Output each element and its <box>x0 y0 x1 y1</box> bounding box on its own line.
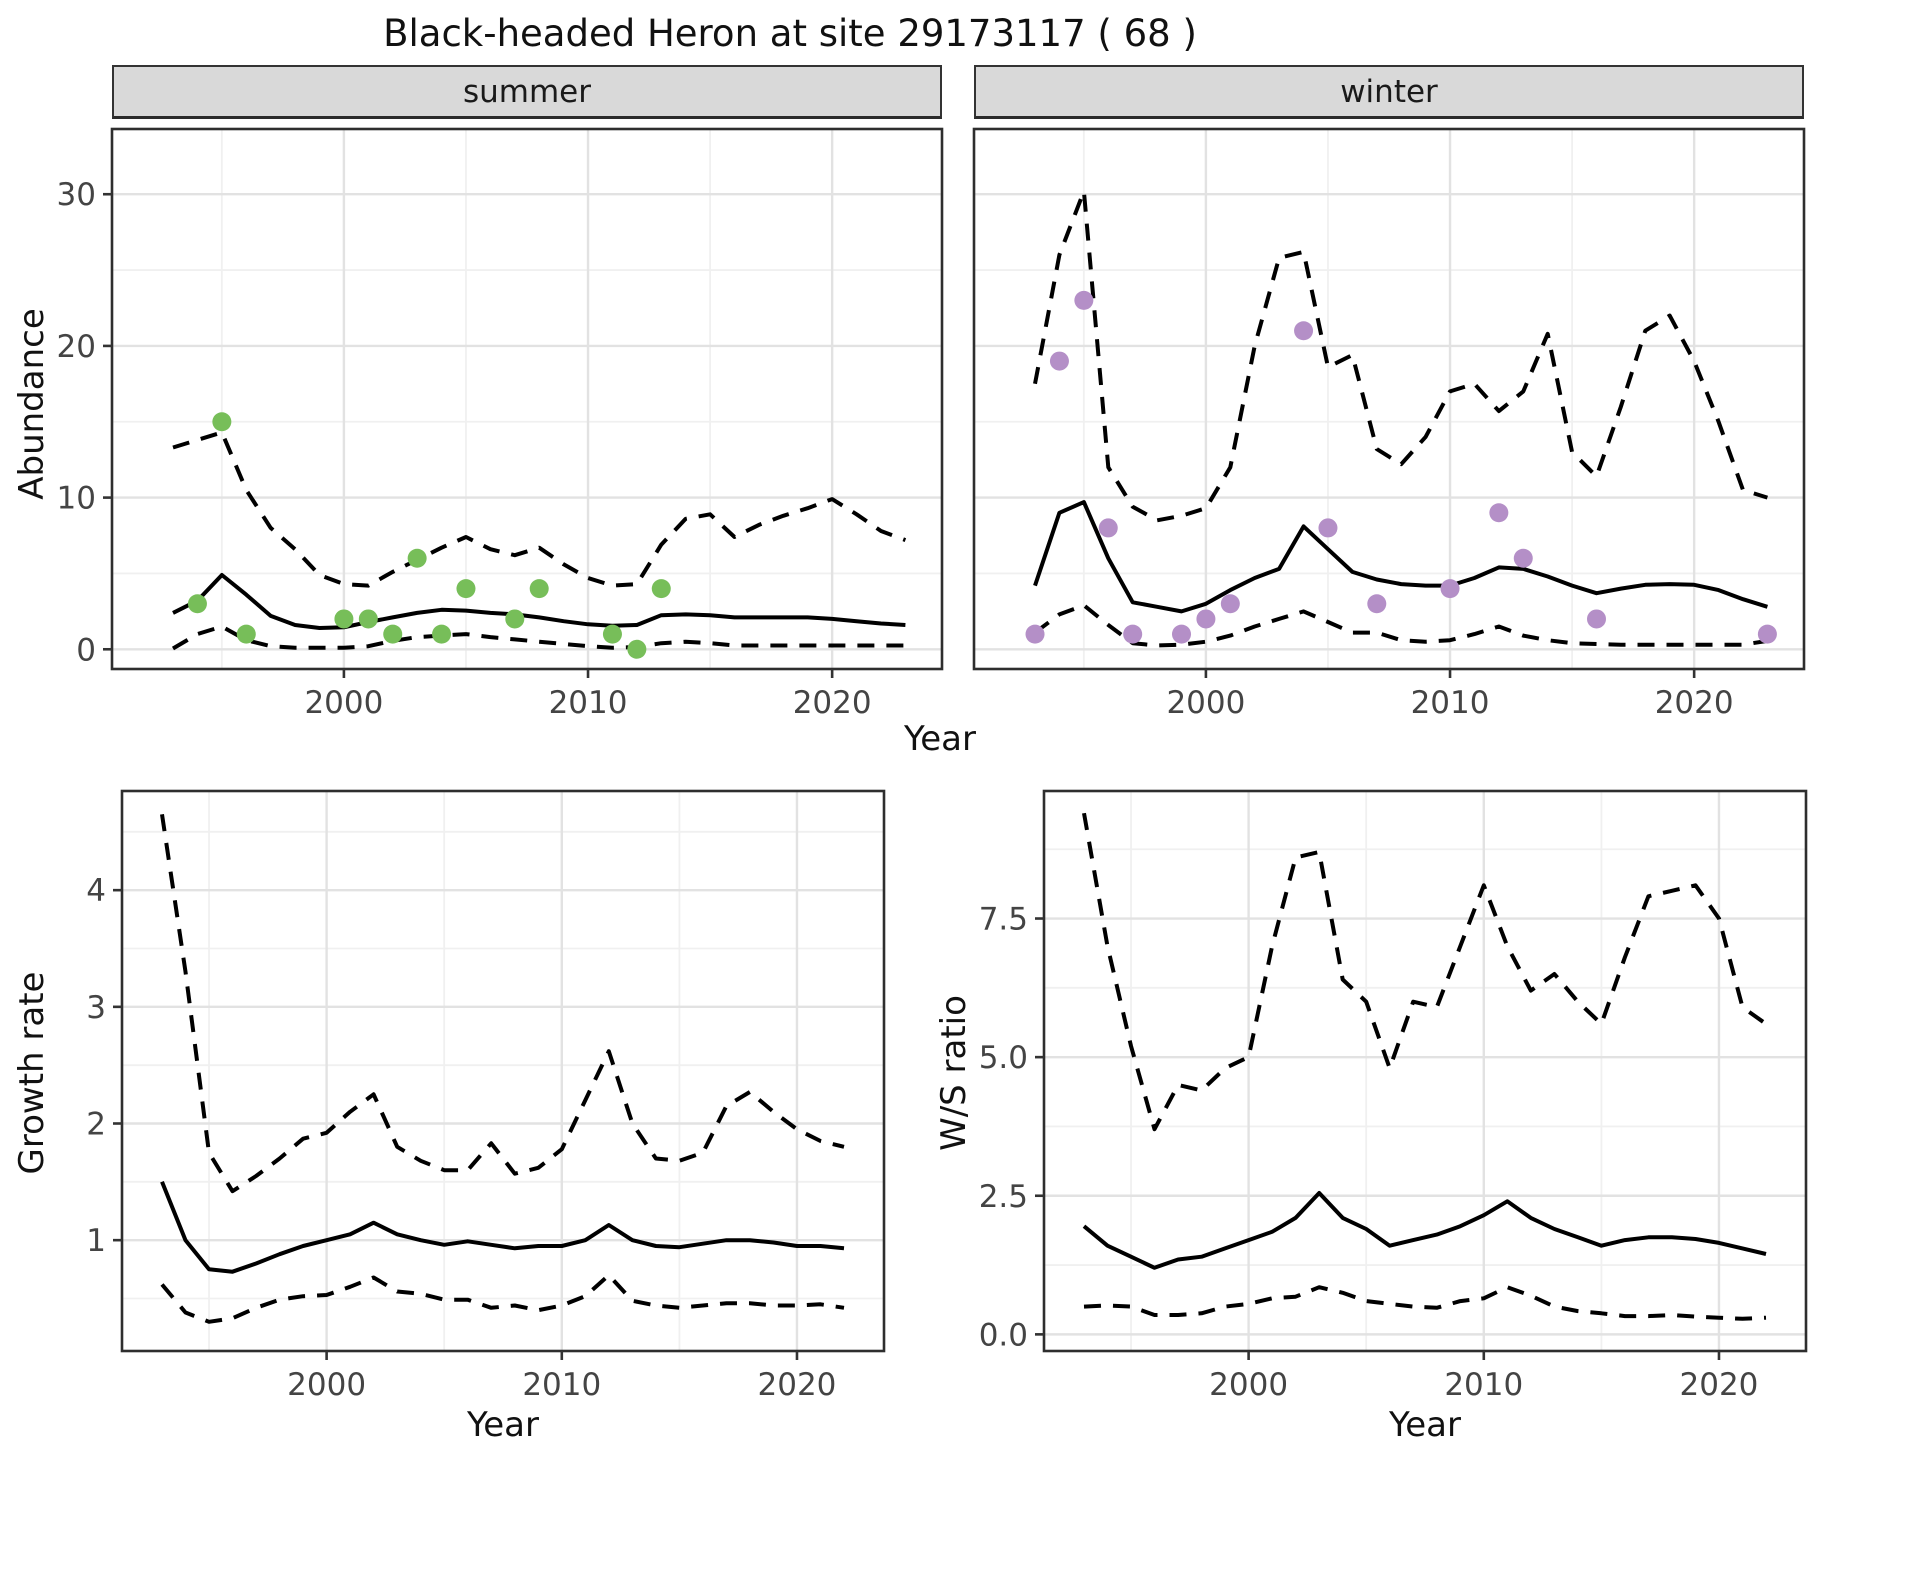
ws-ratio-x-axis-title: Year <box>1389 1405 1461 1445</box>
data-point <box>1513 548 1533 568</box>
ws-ratio-y-axis-title-text: W/S ratio <box>934 995 974 1152</box>
svg-text:0.0: 0.0 <box>979 1317 1028 1353</box>
data-point <box>602 624 622 644</box>
growth-rate-x-axis-title: Year <box>467 1405 539 1445</box>
data-point <box>1757 624 1777 644</box>
data-point <box>1196 609 1216 629</box>
svg-text:7.5: 7.5 <box>979 902 1028 938</box>
data-point <box>1367 594 1387 614</box>
svg-text:2000: 2000 <box>1209 1367 1288 1403</box>
ws-ratio-y-axis-title: W/S ratio <box>930 781 978 1403</box>
data-point <box>1172 624 1191 644</box>
svg-text:2010: 2010 <box>549 685 628 717</box>
svg-text:20: 20 <box>57 329 96 365</box>
growth-rate-figure: Growth rate 2000 2010 2020 1 2 3 4 Year <box>8 781 894 1445</box>
svg-text:2020: 2020 <box>1680 1367 1759 1403</box>
abundance-y-axis-title: Abundance <box>8 65 56 717</box>
svg-text:2000: 2000 <box>1166 685 1245 717</box>
abundance-summer-panel: 2000 2010 2020 0 10 20 30 <box>57 127 944 717</box>
data-point <box>505 609 525 629</box>
svg-text:1: 1 <box>86 1223 106 1259</box>
data-point <box>1098 518 1118 538</box>
data-point <box>334 609 354 629</box>
svg-text:2.5: 2.5 <box>979 1179 1028 1215</box>
abundance-figure: Abundance summer 2000 2010 2020 0 10 20 30 win… <box>8 65 1920 717</box>
data-point <box>1025 624 1045 644</box>
svg-text:2010: 2010 <box>522 1367 601 1403</box>
data-point <box>432 624 452 644</box>
abundance-x-axis-title: Year <box>904 719 976 759</box>
svg-text:0: 0 <box>76 632 96 668</box>
ws-ratio-figure: W/S ratio 2000 2010 2020 0.0 2.5 5.0 7.5 Year <box>930 781 1816 1445</box>
facet-strip-winter: winter <box>974 65 1804 119</box>
svg-text:30: 30 <box>57 177 96 213</box>
svg-text:2020: 2020 <box>1655 685 1734 717</box>
svg-text:2000: 2000 <box>287 1367 366 1403</box>
facet-gap <box>948 65 970 717</box>
data-point <box>383 624 403 644</box>
abundance-winter-facet: winter 2000 2010 2020 <box>970 65 1808 717</box>
abundance-winter-panel: 2000 2010 2020 <box>972 127 1806 717</box>
data-point <box>1220 594 1240 614</box>
data-point <box>1294 321 1314 341</box>
data-point <box>1074 290 1094 310</box>
data-point <box>187 594 207 614</box>
data-point <box>1440 579 1460 599</box>
svg-text:10: 10 <box>57 481 96 517</box>
data-point <box>627 639 647 659</box>
ws-ratio-panel: 2000 2010 2020 0.0 2.5 5.0 7.5 <box>979 789 1808 1403</box>
data-point <box>212 412 232 432</box>
svg-text:3: 3 <box>86 990 106 1026</box>
data-point <box>529 579 549 599</box>
svg-text:4: 4 <box>86 873 106 909</box>
svg-text:2020: 2020 <box>793 685 872 717</box>
abundance-y-axis-title-text: Abundance <box>12 308 52 500</box>
svg-text:2010: 2010 <box>1444 1367 1523 1403</box>
facet-strip-summer: summer <box>112 65 942 119</box>
bottom-gap <box>894 781 930 1445</box>
data-point <box>358 609 378 629</box>
abundance-summer-facet: summer 2000 2010 2020 0 10 20 30 <box>56 65 948 717</box>
data-point <box>236 624 256 644</box>
page-title: Black-headed Heron at site 29173117 ( 68… <box>383 12 1197 55</box>
data-point <box>1049 351 1069 371</box>
data-point <box>1123 624 1143 644</box>
data-point <box>407 548 427 568</box>
growth-rate-y-axis-title: Growth rate <box>8 781 56 1403</box>
data-point <box>1587 609 1606 629</box>
data-point <box>456 579 476 599</box>
data-point <box>1489 503 1509 523</box>
svg-text:2010: 2010 <box>1411 685 1490 717</box>
growth-rate-panel: 2000 2010 2020 1 2 3 4 <box>86 789 886 1403</box>
data-point <box>1318 518 1338 538</box>
growth-rate-y-axis-title-text: Growth rate <box>12 971 52 1175</box>
bottom-row: Growth rate 2000 2010 2020 1 2 3 4 Year W/S ra… <box>8 781 1920 1445</box>
svg-text:2020: 2020 <box>758 1367 837 1403</box>
svg-text:2: 2 <box>86 1107 106 1143</box>
svg-text:2000: 2000 <box>304 685 383 717</box>
data-point <box>651 579 671 599</box>
svg-text:5.0: 5.0 <box>979 1040 1028 1076</box>
